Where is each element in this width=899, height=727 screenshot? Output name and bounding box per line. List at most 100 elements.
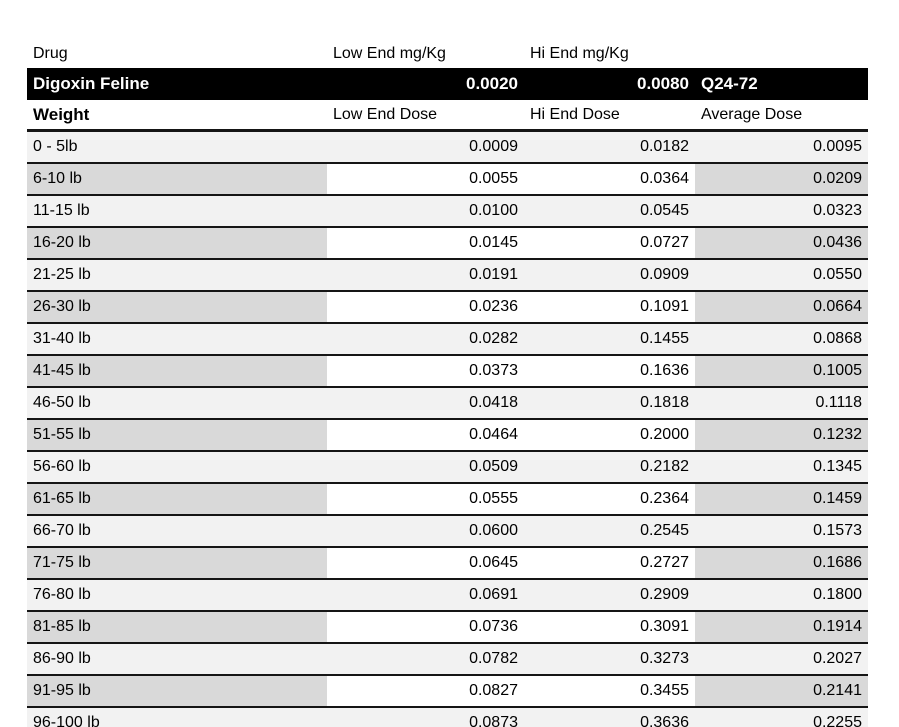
hi-end-dose-cell: 0.0909 (524, 260, 695, 290)
weight-cell: 31-40 lb (27, 324, 327, 354)
low-end-dose-cell: 0.0509 (327, 452, 524, 482)
weight-cell: 56-60 lb (27, 452, 327, 482)
drug-header-row: Drug Low End mg/Kg Hi End mg/Kg (27, 40, 868, 68)
low-end-dose-cell: 0.0873 (327, 708, 524, 727)
low-end-dose-cell: 0.0782 (327, 644, 524, 674)
weight-cell: 0 - 5lb (27, 132, 327, 162)
average-dose-cell: 0.0095 (695, 132, 868, 162)
weight-cell: 71-75 lb (27, 548, 327, 578)
hi-end-dose-column-label: Hi End Dose (530, 105, 620, 123)
weight-cell: 86-90 lb (27, 644, 327, 674)
hi-end-dose-cell: 0.3455 (524, 676, 695, 706)
low-end-dose-cell: 0.0055 (327, 164, 524, 194)
average-dose-cell: 0.1232 (695, 420, 868, 450)
average-dose-cell: 0.1345 (695, 452, 868, 482)
hi-end-dose-cell: 0.3091 (524, 612, 695, 642)
table-row: 86-90 lb 0.0782 0.3273 0.2027 (27, 644, 868, 676)
dosing-table: Drug Low End mg/Kg Hi End mg/Kg Digoxin … (27, 40, 868, 727)
table-row: 26-30 lb 0.0236 0.1091 0.0664 (27, 292, 868, 324)
low-end-dose-cell: 0.0555 (327, 484, 524, 514)
table-row: 46-50 lb 0.0418 0.1818 0.1118 (27, 388, 868, 420)
average-dose-cell: 0.2255 (695, 708, 868, 727)
weight-cell: 66-70 lb (27, 516, 327, 546)
low-end-dose-cell: 0.0645 (327, 548, 524, 578)
low-end-dose-cell: 0.0736 (327, 612, 524, 642)
drug-low-end-mgkg: 0.0020 (466, 74, 518, 93)
table-row: 66-70 lb 0.0600 0.2545 0.1573 (27, 516, 868, 548)
average-dose-cell: 0.2027 (695, 644, 868, 674)
average-dose-cell: 0.2141 (695, 676, 868, 706)
low-end-dose-cell: 0.0600 (327, 516, 524, 546)
average-dose-cell: 0.0868 (695, 324, 868, 354)
average-dose-cell: 0.1118 (695, 388, 868, 418)
hi-end-dose-cell: 0.2909 (524, 580, 695, 610)
table-row: 6-10 lb 0.0055 0.0364 0.0209 (27, 164, 868, 196)
hi-end-dose-cell: 0.3636 (524, 708, 695, 727)
hi-end-dose-cell: 0.3273 (524, 644, 695, 674)
low-end-dose-cell: 0.0191 (327, 260, 524, 290)
table-row: 91-95 lb 0.0827 0.3455 0.2141 (27, 676, 868, 708)
weight-column-label: Weight (33, 104, 90, 124)
table-row: 0 - 5lb 0.0009 0.0182 0.0095 (27, 132, 868, 164)
weight-cell: 51-55 lb (27, 420, 327, 450)
table-row: 41-45 lb 0.0373 0.1636 0.1005 (27, 356, 868, 388)
table-row: 11-15 lb 0.0100 0.0545 0.0323 (27, 196, 868, 228)
dose-header-row: Weight Low End Dose Hi End Dose Average … (27, 100, 868, 132)
low-end-dose-cell: 0.0464 (327, 420, 524, 450)
average-dose-cell: 0.0323 (695, 196, 868, 226)
table-row: 16-20 lb 0.0145 0.0727 0.0436 (27, 228, 868, 260)
low-end-dose-cell: 0.0827 (327, 676, 524, 706)
hi-end-dose-cell: 0.2727 (524, 548, 695, 578)
hi-end-dose-cell: 0.1636 (524, 356, 695, 386)
table-row: 51-55 lb 0.0464 0.2000 0.1232 (27, 420, 868, 452)
low-end-dose-cell: 0.0373 (327, 356, 524, 386)
drug-title-band: Digoxin Feline 0.0020 0.0080 Q24-72 (27, 68, 868, 100)
weight-cell: 11-15 lb (27, 196, 327, 226)
hi-end-dose-cell: 0.2000 (524, 420, 695, 450)
hi-end-dose-cell: 0.0727 (524, 228, 695, 258)
dose-rows-container: 0 - 5lb 0.0009 0.0182 0.0095 6-10 lb 0.0055 0.… (27, 132, 868, 727)
table-row: 21-25 lb 0.0191 0.0909 0.0550 (27, 260, 868, 292)
low-end-dose-cell: 0.0691 (327, 580, 524, 610)
average-dose-cell: 0.0436 (695, 228, 868, 258)
weight-cell: 96-100 lb (27, 708, 327, 727)
weight-cell: 21-25 lb (27, 260, 327, 290)
hi-end-dose-cell: 0.1091 (524, 292, 695, 322)
average-dose-cell: 0.1914 (695, 612, 868, 642)
hi-end-dose-cell: 0.0545 (524, 196, 695, 226)
table-row: 61-65 lb 0.0555 0.2364 0.1459 (27, 484, 868, 516)
hi-end-dose-cell: 0.2182 (524, 452, 695, 482)
weight-cell: 6-10 lb (27, 164, 327, 194)
weight-cell: 46-50 lb (27, 388, 327, 418)
weight-cell: 91-95 lb (27, 676, 327, 706)
hi-end-dose-cell: 0.2545 (524, 516, 695, 546)
hi-end-mgkg-column-label: Hi End mg/Kg (530, 45, 629, 62)
low-end-dose-column-label: Low End Dose (333, 105, 438, 123)
drug-hi-end-mgkg: 0.0080 (637, 74, 689, 93)
weight-cell: 16-20 lb (27, 228, 327, 258)
average-dose-cell: 0.0550 (695, 260, 868, 290)
average-dose-cell: 0.1573 (695, 516, 868, 546)
table-row: 76-80 lb 0.0691 0.2909 0.1800 (27, 580, 868, 612)
weight-cell: 61-65 lb (27, 484, 327, 514)
hi-end-dose-cell: 0.2364 (524, 484, 695, 514)
drug-column-label: Drug (33, 45, 68, 62)
average-dose-cell: 0.0209 (695, 164, 868, 194)
drug-frequency: Q24-72 (701, 74, 758, 93)
weight-cell: 41-45 lb (27, 356, 327, 386)
hi-end-dose-cell: 0.1818 (524, 388, 695, 418)
empty-header-cell (695, 40, 868, 68)
table-row: 71-75 lb 0.0645 0.2727 0.1686 (27, 548, 868, 580)
low-end-dose-cell: 0.0236 (327, 292, 524, 322)
hi-end-dose-cell: 0.1455 (524, 324, 695, 354)
hi-end-dose-cell: 0.0364 (524, 164, 695, 194)
low-end-dose-cell: 0.0009 (327, 132, 524, 162)
weight-cell: 81-85 lb (27, 612, 327, 642)
table-row: 81-85 lb 0.0736 0.3091 0.1914 (27, 612, 868, 644)
average-dose-column-label: Average Dose (701, 105, 803, 123)
low-end-dose-cell: 0.0100 (327, 196, 524, 226)
table-row: 31-40 lb 0.0282 0.1455 0.0868 (27, 324, 868, 356)
table-row: 56-60 lb 0.0509 0.2182 0.1345 (27, 452, 868, 484)
low-end-dose-cell: 0.0145 (327, 228, 524, 258)
